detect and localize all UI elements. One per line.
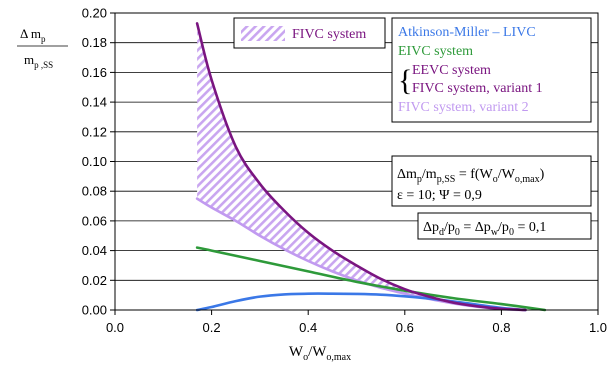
legend-item-eivc: EIVC system (398, 44, 473, 59)
x-tick-label: 0.8 (492, 320, 510, 335)
legend-item-eevc: EEVC system (412, 63, 491, 78)
y-label-den-sub: p ,SS (34, 60, 53, 70)
series-legend: Atkinson-Miller – LIVC EIVC system { EEV… (391, 17, 592, 123)
y-tick-label: 0.06 (82, 213, 107, 228)
y-label-num-main: Δ m (20, 26, 41, 41)
y-tick-label: 0.14 (82, 95, 107, 110)
hatch-legend-label: FIVC system (292, 27, 366, 42)
series-eevc-fivc-variant-1 (195, 22, 527, 312)
y-tick-label: 0.02 (82, 273, 107, 288)
svg-text:Δ mp: Δ mp (20, 26, 46, 44)
x-tick-label: 1.0 (589, 320, 607, 335)
svg-text:Δmp/mp,SS = f(Wo/Wo,max): Δmp/mp,SS = f(Wo/Wo,max) (397, 167, 545, 185)
series-lines (195, 22, 547, 312)
x-tick-label: 0.0 (106, 320, 124, 335)
x-tick-label: 0.4 (299, 320, 317, 335)
x-tick-label: 0.2 (203, 320, 221, 335)
legend-item-fivc-variant-2: FIVC system, variant 2 (398, 100, 529, 115)
x-axis-label: Wo/Wo,max (289, 344, 351, 363)
y-tick-label: 0.04 (82, 243, 107, 258)
legend-item-fivc-variant-1: FIVC system, variant 1 (412, 81, 543, 96)
hatched-fivc-region (197, 23, 526, 310)
series-eivc (195, 246, 547, 312)
x-axis-ticks: 0.0 0.2 0.4 0.6 0.8 1.0 (106, 310, 607, 335)
series-atkinson-miller-livc (195, 292, 527, 312)
formula-annotation: Δmp/mp,SS = f(Wo/Wo,max) ε = 10; Ψ = 0,9 (391, 155, 592, 207)
y-tick-label: 0.08 (82, 184, 107, 199)
y-label-den-main: m (24, 52, 34, 67)
hatch-legend-swatch (241, 26, 285, 41)
legend-brace: { (398, 64, 412, 97)
y-tick-label: 0.16 (82, 65, 107, 80)
y-tick-label: 0.18 (82, 35, 107, 50)
y-tick-label: 0.20 (82, 6, 107, 21)
x-tick-label: 0.6 (396, 320, 414, 335)
hatch-legend: FIVC system (233, 17, 386, 49)
y-axis-label: Δ mp mp ,SS (17, 26, 68, 70)
svg-text:Δpd/p0 = Δpw/p0 = 0,1: Δpd/p0 = Δpw/p0 = 0,1 (423, 220, 546, 238)
pressure-annotation: Δpd/p0 = Δpw/p0 = 0,1 (417, 212, 592, 240)
y-label-num-sub: p (41, 34, 46, 44)
y-axis-ticks: 0.00 0.02 0.04 0.06 0.08 0.10 0.12 0.14 0.16 0.18… (82, 6, 115, 318)
svg-text:mp ,SS: mp ,SS (24, 52, 53, 70)
legend-item-atkinson-miller: Atkinson-Miller – LIVC (398, 25, 536, 40)
params-annotation: ε = 10; Ψ = 0,9 (397, 188, 482, 203)
y-tick-label: 0.00 (82, 303, 107, 318)
y-tick-label: 0.12 (82, 124, 107, 139)
y-tick-label: 0.10 (82, 154, 107, 169)
